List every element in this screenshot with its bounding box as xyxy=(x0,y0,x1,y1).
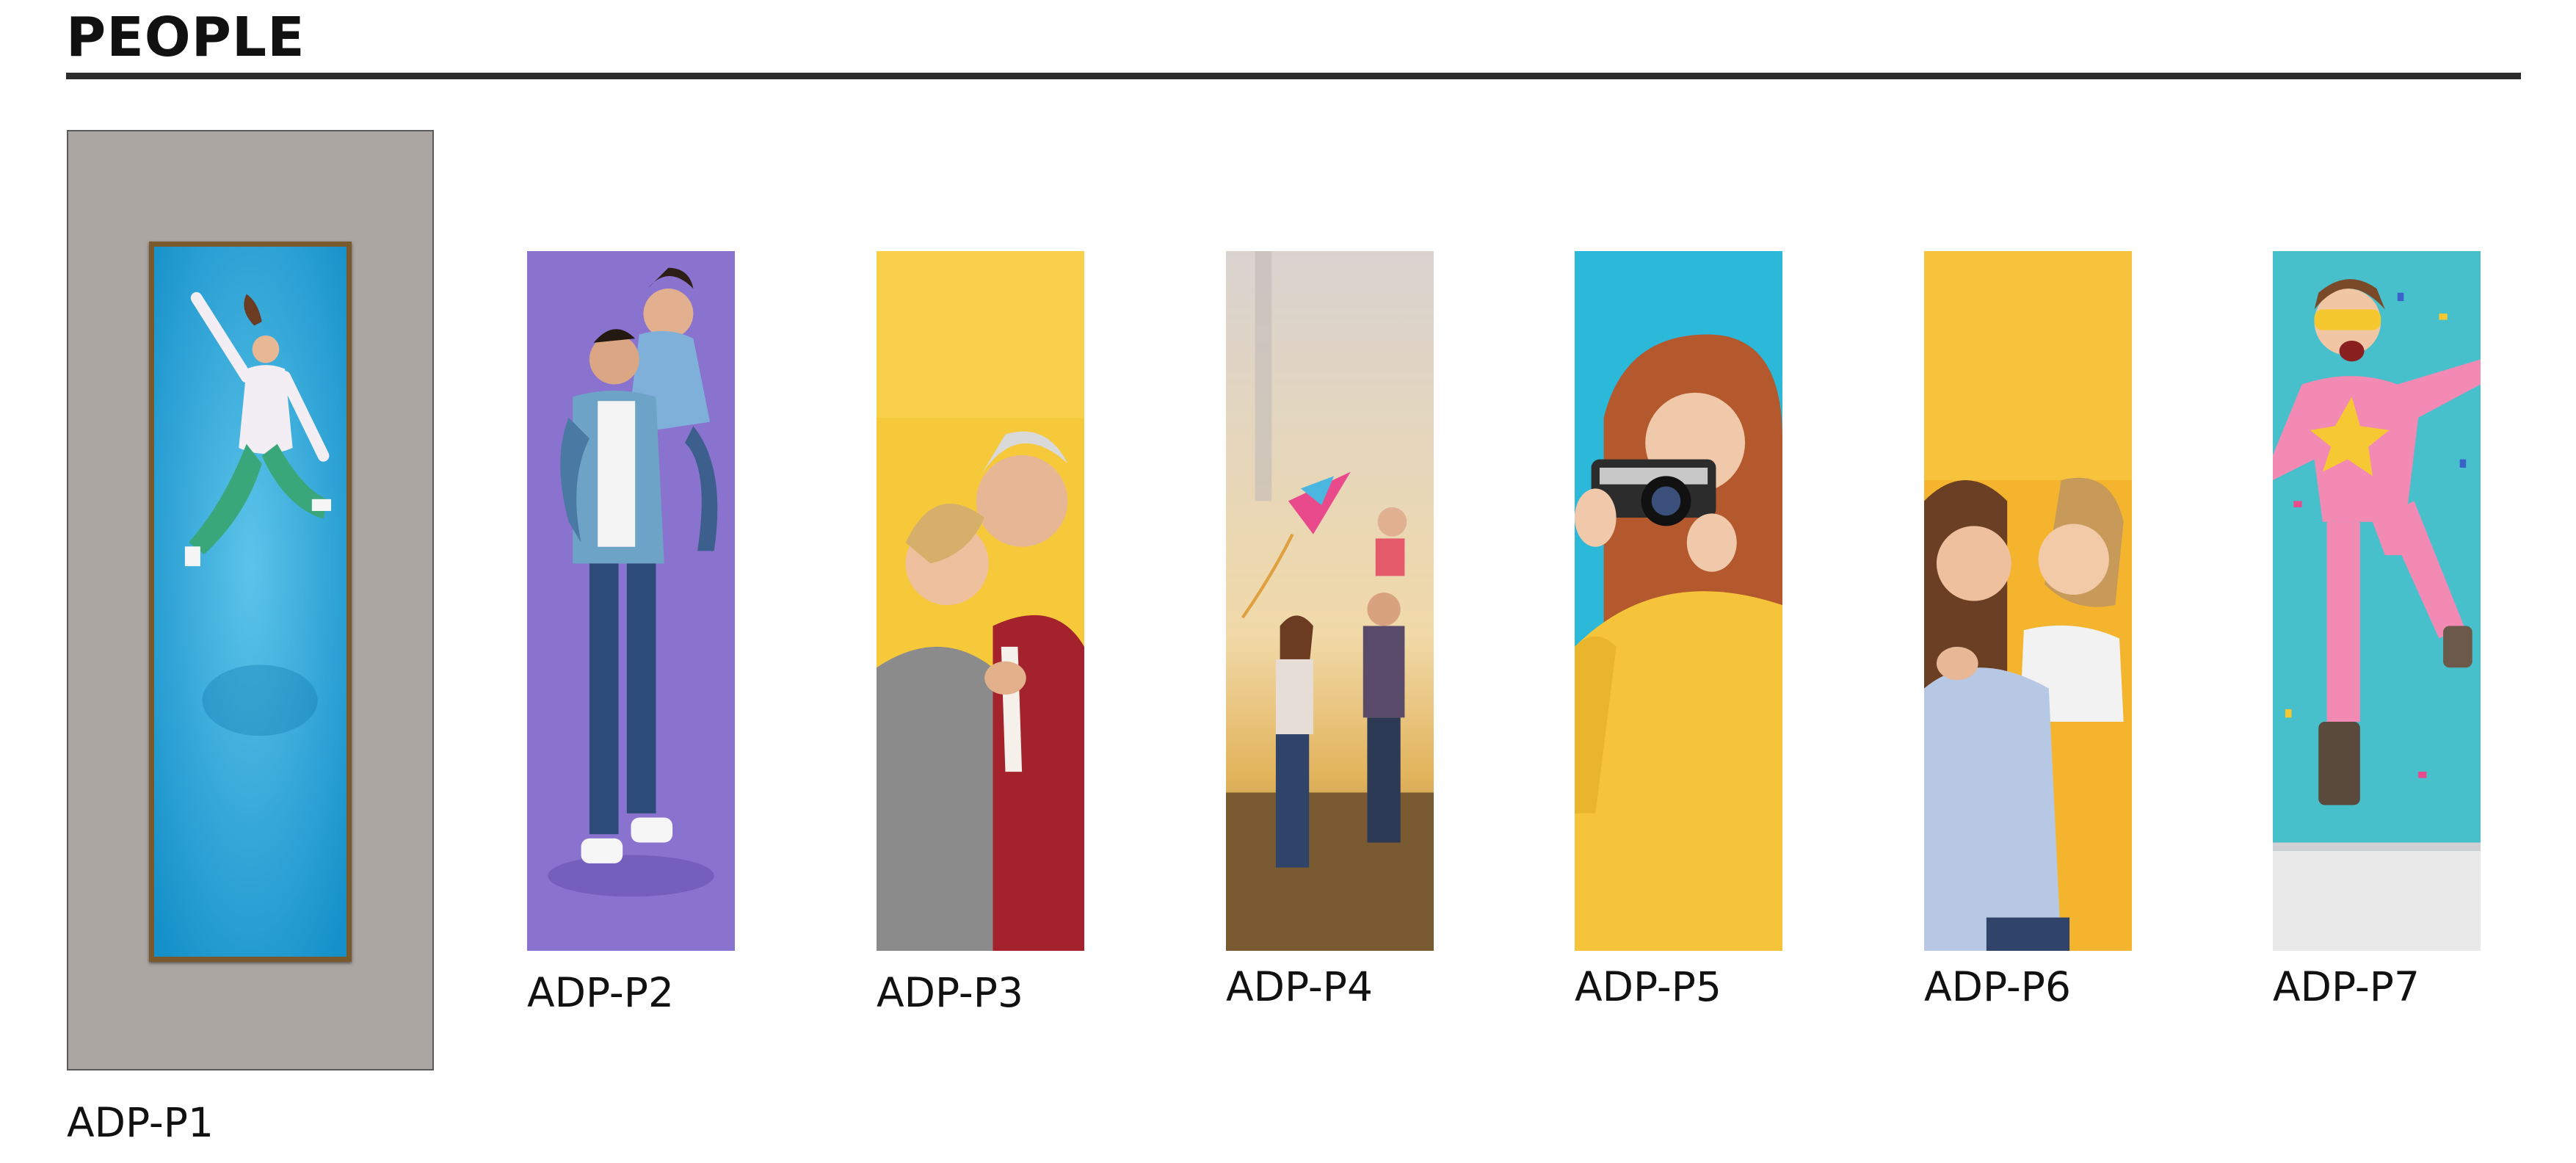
product-label: ADP-P4 xyxy=(1226,963,1373,1010)
product-p5-panel[interactable] xyxy=(1575,251,1782,951)
product-label: ADP-P1 xyxy=(67,1099,214,1146)
product-p1-mount[interactable] xyxy=(67,130,434,1070)
product-label: ADP-P3 xyxy=(877,969,1023,1016)
product-p1-image xyxy=(154,247,347,957)
product-p3-image xyxy=(877,251,1084,951)
product-p1-frame xyxy=(149,242,352,962)
product-p5-image xyxy=(1575,251,1782,951)
product-p2-image xyxy=(527,251,735,951)
product-p4-image xyxy=(1226,251,1434,951)
product-p3-panel[interactable] xyxy=(877,251,1084,951)
product-label: ADP-P5 xyxy=(1575,963,1721,1010)
product-p6-panel[interactable] xyxy=(1924,251,2132,951)
product-label: ADP-P6 xyxy=(1924,963,2071,1010)
product-p2-panel[interactable] xyxy=(527,251,735,951)
product-p7-panel[interactable] xyxy=(2273,251,2481,951)
product-label: ADP-P2 xyxy=(527,969,674,1016)
product-p7-image xyxy=(2273,251,2481,951)
product-label: ADP-P7 xyxy=(2273,963,2420,1010)
page-title: PEOPLE xyxy=(66,6,305,69)
product-p6-image xyxy=(1924,251,2132,951)
title-divider xyxy=(66,73,2521,79)
product-p4-panel[interactable] xyxy=(1226,251,1434,951)
